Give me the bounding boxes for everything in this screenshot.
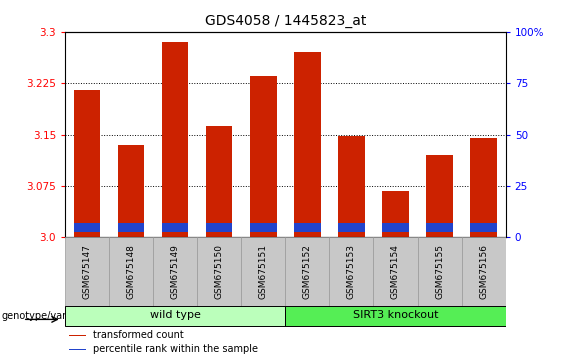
Text: GSM675151: GSM675151 — [259, 244, 268, 299]
Bar — [153, 237, 197, 308]
Bar — [162, 42, 188, 237]
Bar — [69, 349, 86, 350]
Text: GSM675147: GSM675147 — [82, 244, 92, 299]
Text: wild type: wild type — [150, 310, 201, 320]
Bar — [462, 237, 506, 308]
Bar — [294, 52, 320, 237]
Bar — [427, 155, 453, 237]
Bar — [118, 145, 144, 237]
Bar — [294, 223, 320, 232]
Bar — [197, 237, 241, 308]
Text: genotype/variation: genotype/variation — [1, 311, 94, 321]
Bar — [329, 237, 373, 308]
Bar — [109, 237, 153, 308]
Bar — [65, 237, 109, 308]
Text: GSM675153: GSM675153 — [347, 244, 356, 299]
Bar — [471, 223, 497, 232]
Bar — [427, 223, 453, 232]
Text: GSM675154: GSM675154 — [391, 244, 400, 299]
Text: GSM675156: GSM675156 — [479, 244, 488, 299]
Bar — [74, 90, 100, 237]
Bar — [65, 306, 285, 326]
Text: percentile rank within the sample: percentile rank within the sample — [93, 344, 258, 354]
Bar — [162, 223, 188, 232]
Bar — [418, 237, 462, 308]
Bar — [383, 191, 408, 237]
Title: GDS4058 / 1445823_at: GDS4058 / 1445823_at — [205, 14, 366, 28]
Bar — [74, 223, 100, 232]
Bar — [471, 138, 497, 237]
Bar — [118, 223, 144, 232]
Bar — [250, 223, 276, 232]
Bar — [383, 223, 408, 232]
Bar — [206, 223, 232, 232]
Bar — [69, 335, 86, 336]
Bar — [250, 76, 276, 237]
Bar — [338, 223, 364, 232]
Bar — [373, 237, 418, 308]
Text: GSM675152: GSM675152 — [303, 244, 312, 299]
Text: SIRT3 knockout: SIRT3 knockout — [353, 310, 438, 320]
Text: GSM675148: GSM675148 — [127, 244, 136, 299]
Text: GSM675149: GSM675149 — [171, 244, 180, 299]
Bar — [241, 237, 285, 308]
Text: transformed count: transformed count — [93, 330, 183, 340]
Bar — [206, 126, 232, 237]
Bar — [338, 136, 364, 237]
Text: GSM675150: GSM675150 — [215, 244, 224, 299]
Bar — [285, 306, 506, 326]
Text: GSM675155: GSM675155 — [435, 244, 444, 299]
Bar — [285, 237, 329, 308]
